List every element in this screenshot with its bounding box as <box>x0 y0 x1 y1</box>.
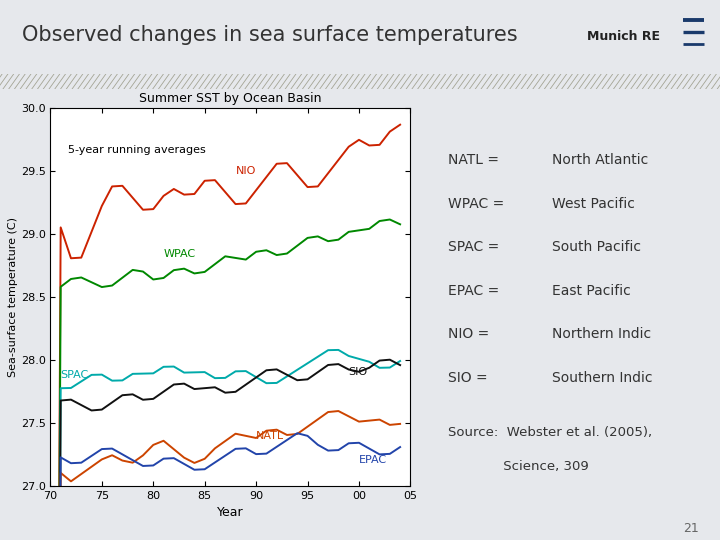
Text: SIO =: SIO = <box>449 371 488 384</box>
Text: NATL =: NATL = <box>449 153 500 167</box>
Text: East Pacific: East Pacific <box>552 284 631 298</box>
Text: Northern Indic: Northern Indic <box>552 327 652 341</box>
Text: 21: 21 <box>683 522 698 535</box>
Text: South Pacific: South Pacific <box>552 240 642 254</box>
Text: EPAC =: EPAC = <box>449 284 500 298</box>
Title: Summer SST by Ocean Basin: Summer SST by Ocean Basin <box>139 92 322 105</box>
Text: EPAC: EPAC <box>359 455 387 465</box>
Text: WPAC =: WPAC = <box>449 197 505 211</box>
Text: NIO: NIO <box>235 166 256 176</box>
Y-axis label: Sea-surface temperature (C): Sea-surface temperature (C) <box>8 217 18 377</box>
Text: WPAC: WPAC <box>163 249 196 259</box>
Text: Southern Indic: Southern Indic <box>552 371 653 384</box>
Text: Science, 309: Science, 309 <box>449 460 589 472</box>
Text: Source:  Webster et al. (2005),: Source: Webster et al. (2005), <box>449 426 652 438</box>
Text: 5-year running averages: 5-year running averages <box>68 145 206 156</box>
Text: North Atlantic: North Atlantic <box>552 153 649 167</box>
Text: NIO =: NIO = <box>449 327 490 341</box>
Text: Observed changes in sea surface temperatures: Observed changes in sea surface temperat… <box>22 25 517 45</box>
Text: Munich RE: Munich RE <box>587 30 660 43</box>
X-axis label: Year: Year <box>217 507 243 519</box>
Text: SPAC: SPAC <box>60 370 89 380</box>
Text: SPAC =: SPAC = <box>449 240 500 254</box>
Text: SIO: SIO <box>348 367 368 377</box>
Text: NATL: NATL <box>256 431 284 441</box>
Text: West Pacific: West Pacific <box>552 197 635 211</box>
